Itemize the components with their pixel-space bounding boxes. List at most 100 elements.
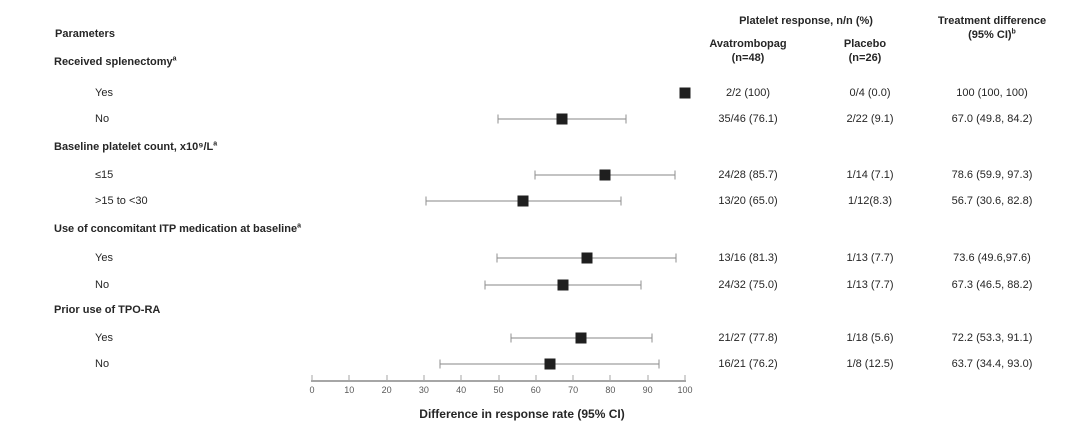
row-label: Yes xyxy=(95,332,113,344)
placebo-value: 0/4 (0.0) xyxy=(849,87,891,99)
x-axis-tick-label: 80 xyxy=(605,385,616,395)
placebo-column-header: Placebo (n=26) xyxy=(844,37,886,65)
x-axis-line xyxy=(311,380,686,382)
estimate-marker xyxy=(581,252,593,264)
placebo-value: 1/13 (7.7) xyxy=(846,252,894,264)
x-axis-tick-label: 60 xyxy=(530,385,541,395)
estimate-marker xyxy=(575,332,587,344)
avatrombopag-value: 13/20 (65.0) xyxy=(718,195,778,207)
ci-cap-right xyxy=(651,333,653,343)
treatment-difference-value: 67.3 (46.5, 88.2) xyxy=(951,279,1033,291)
platelet-response-group-header: Platelet response, n/n (%) xyxy=(739,15,873,27)
treatment-difference-value: 100 (100, 100) xyxy=(956,87,1028,99)
placebo-value: 1/12(8.3) xyxy=(847,195,893,207)
x-axis-tick xyxy=(498,375,499,380)
treatment-difference-line1: Treatment difference xyxy=(937,15,1047,27)
x-axis-tick xyxy=(460,375,462,380)
ci-cap-right xyxy=(640,280,642,290)
x-axis-tick xyxy=(684,375,686,380)
x-axis-tick-label: 90 xyxy=(642,385,653,395)
x-axis-tick-label: 20 xyxy=(381,385,392,395)
x-axis-tick xyxy=(572,375,574,380)
treatment-difference-value: 56.7 (30.6, 82.8) xyxy=(951,195,1033,207)
placebo-value: 1/8 (12.5) xyxy=(846,358,894,370)
avatrombopag-value: 35/46 (76.1) xyxy=(718,113,778,125)
ci-cap-right xyxy=(675,253,677,263)
x-axis-tick-label: 40 xyxy=(456,385,467,395)
ci-cap-right xyxy=(620,196,622,206)
treatment-difference-value: 73.6 (49.6,97.6) xyxy=(953,252,1031,264)
estimate-marker xyxy=(599,169,611,181)
x-axis-tick xyxy=(386,375,388,380)
ci-cap-left xyxy=(439,359,441,369)
ci-cap-right xyxy=(674,170,676,180)
ci-label: (95% CI) xyxy=(968,29,1012,41)
ci-cap-left xyxy=(484,280,486,290)
row-label: No xyxy=(95,113,110,125)
x-axis-tick-label: 70 xyxy=(568,385,579,395)
row-label: >15 to <30 xyxy=(95,195,148,207)
placebo-value: 1/18 (5.6) xyxy=(846,332,894,344)
avatrombopag-value: 16/21 (76.2) xyxy=(718,358,778,370)
treatment-difference-value: 72.2 (53.3, 91.1) xyxy=(951,332,1033,344)
estimate-marker xyxy=(557,279,569,291)
placebo-value: 2/22 (9.1) xyxy=(846,113,894,125)
row-label: Yes xyxy=(95,252,113,264)
estimate-marker xyxy=(517,195,529,207)
avatrombopag-name: Avatrombopag xyxy=(709,38,787,50)
subgroup-header: Use of concomitant ITP medication at bas… xyxy=(54,222,301,235)
treatment-difference-value: 78.6 (59.9, 97.3) xyxy=(951,169,1033,181)
row-label: ≤15 xyxy=(95,169,114,181)
avatrombopag-n: (n=48) xyxy=(731,52,765,64)
ci-cap-left xyxy=(497,114,499,124)
treatment-difference-column-header: Treatment difference (95% CI)b xyxy=(938,14,1046,42)
placebo-name: Placebo xyxy=(843,38,887,50)
x-axis-tick xyxy=(348,375,350,380)
avatrombopag-value: 2/2 (100) xyxy=(725,87,771,99)
avatrombopag-value: 24/32 (75.0) xyxy=(718,279,778,291)
ci-cap-right xyxy=(658,359,660,369)
row-label: No xyxy=(95,279,110,291)
placebo-value: 1/13 (7.7) xyxy=(846,279,894,291)
ci-cap-right xyxy=(625,114,627,124)
estimate-marker xyxy=(544,358,556,370)
ci-cap-left xyxy=(510,333,512,343)
ci-cap-left xyxy=(425,196,427,206)
footnote-a-marker: a xyxy=(297,222,301,230)
estimate-marker xyxy=(556,113,568,125)
x-axis-tick-label: 0 xyxy=(309,385,315,395)
avatrombopag-value: 21/27 (77.8) xyxy=(718,332,778,344)
row-label: No xyxy=(95,358,110,370)
x-axis-tick xyxy=(311,375,313,380)
placebo-value: 1/14 (7.1) xyxy=(846,169,894,181)
x-axis-tick-label: 10 xyxy=(344,385,355,395)
footnote-a-marker: a xyxy=(213,140,218,148)
x-axis-tick xyxy=(535,375,537,380)
parameters-column-header: Parameters xyxy=(55,28,115,40)
x-axis-tick-label: 30 xyxy=(418,385,429,395)
ci-cap-left xyxy=(534,170,536,180)
x-axis-tick xyxy=(609,375,611,380)
avatrombopag-value: 13/16 (81.3) xyxy=(718,252,778,264)
x-axis-tick xyxy=(647,375,649,380)
x-axis-label: Difference in response rate (95% CI) xyxy=(419,407,625,421)
x-axis-tick-label: 100 xyxy=(677,385,693,395)
row-label: Yes xyxy=(95,87,113,99)
x-axis-tick-label: 50 xyxy=(493,385,504,395)
treatment-difference-line2: (95% CI)b xyxy=(938,28,1046,42)
subgroup-header: Prior use of TPO-RA xyxy=(54,304,161,316)
placebo-n: (n=26) xyxy=(848,52,882,64)
ci-cap-left xyxy=(496,253,498,263)
treatment-difference-value: 63.7 (34.4, 93.0) xyxy=(951,358,1033,370)
footnote-a-marker: a xyxy=(172,55,177,63)
estimate-marker xyxy=(679,87,691,99)
x-axis-tick xyxy=(423,375,425,380)
avatrombopag-column-header: Avatrombopag (n=48) xyxy=(709,37,786,65)
treatment-difference-value: 67.0 (49.8, 84.2) xyxy=(951,113,1033,125)
avatrombopag-value: 24/28 (85.7) xyxy=(718,169,778,181)
subgroup-header: Baseline platelet count, x10⁹/La xyxy=(54,140,218,153)
subgroup-header: Received splenectomya xyxy=(54,55,177,68)
footnote-b-marker: b xyxy=(1011,28,1016,36)
